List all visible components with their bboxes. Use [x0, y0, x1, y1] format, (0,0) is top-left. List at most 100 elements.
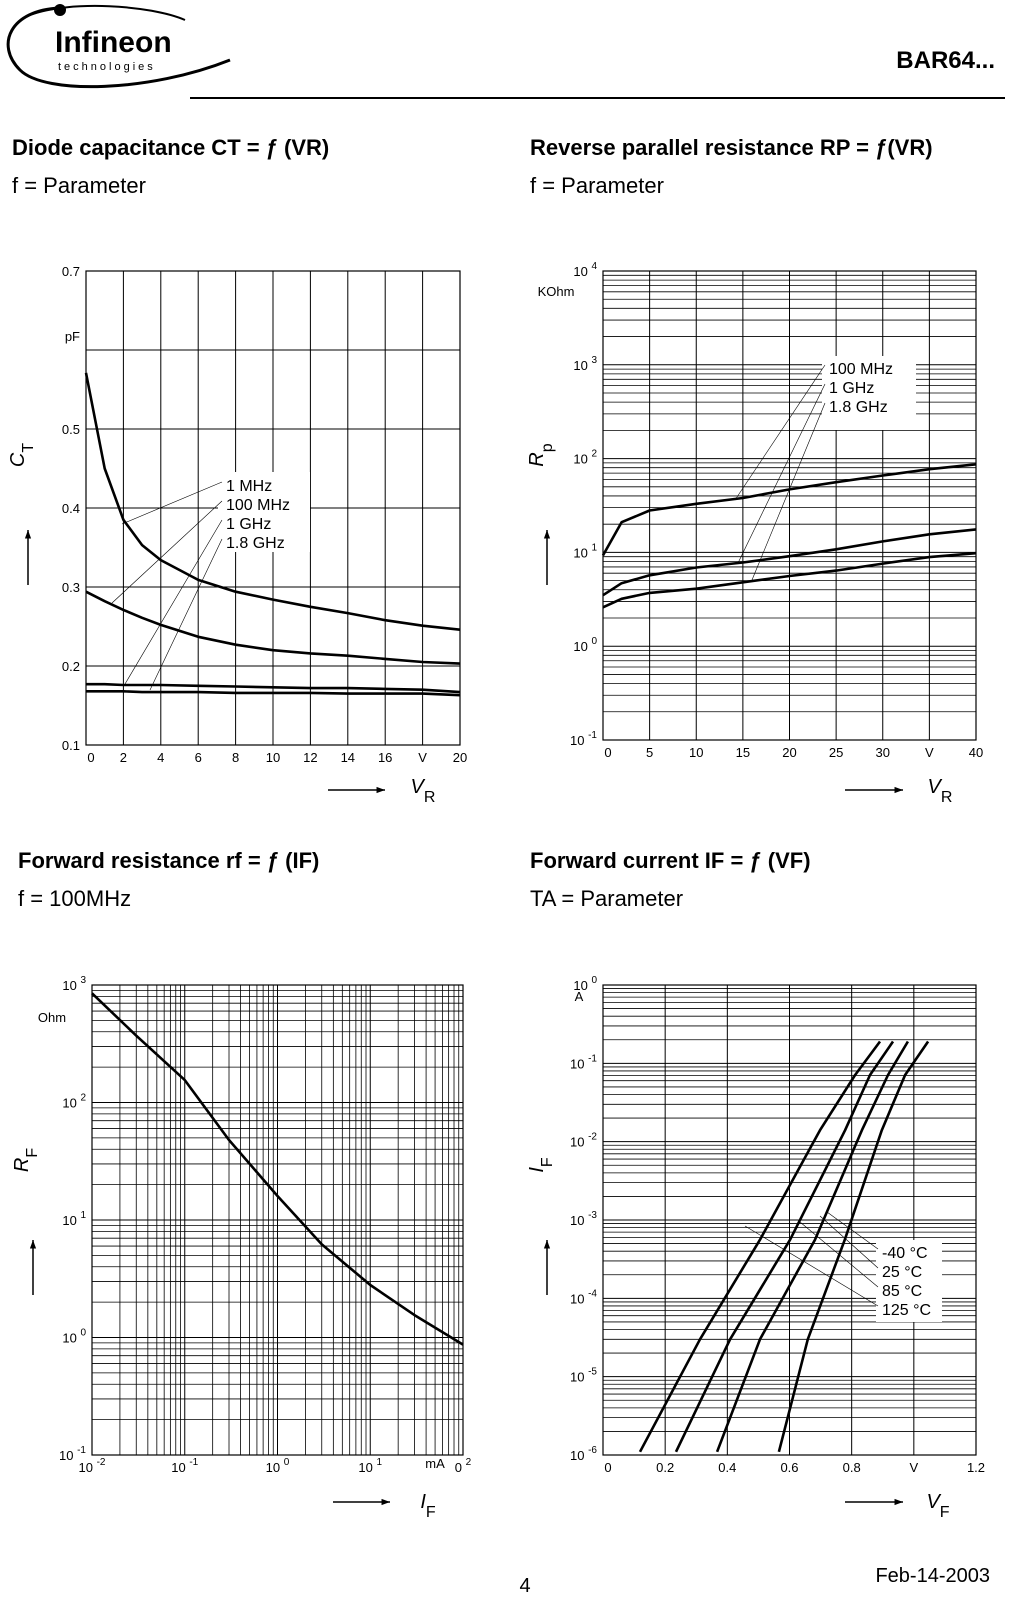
y-tick-label: 0.4: [62, 501, 80, 516]
series-line: [84, 372, 461, 631]
leader-line: [149, 538, 223, 691]
y-tick-label: 10 4: [573, 261, 597, 279]
y-tick-label: 10 -4: [570, 1288, 597, 1306]
y-tick-label: 0.3: [62, 580, 80, 595]
chart-subtitle: f = Parameter: [12, 173, 146, 198]
y-tick-label: 10 -1: [570, 730, 597, 748]
arrow-head: [543, 1240, 551, 1249]
arrow-head: [376, 786, 385, 794]
x-tick-label: 0.4: [718, 1460, 736, 1475]
legend-box: [218, 472, 310, 552]
x-tick-label: 16: [378, 750, 392, 765]
chart-title: Forward resistance rf = ƒ (IF): [18, 848, 319, 873]
series-line: [674, 1040, 895, 1453]
chart-subtitle: f = Parameter: [530, 173, 664, 198]
y-axis-label: IF: [526, 1157, 556, 1173]
x-tick-label: 0.6: [780, 1460, 798, 1475]
x-tick-label: 20: [782, 745, 796, 760]
series-line: [601, 463, 977, 557]
y-tick-label: 0.2: [62, 659, 80, 674]
x-tick-label: 15: [736, 745, 750, 760]
x-tick-label: 0: [604, 745, 611, 760]
part-number: BAR64...: [896, 47, 995, 74]
chart-title: Diode capacitance CT = ƒ (VR): [12, 135, 329, 160]
leader-line: [121, 481, 223, 525]
series-line: [715, 1040, 910, 1453]
series-line: [91, 992, 464, 1346]
x-tick-label: 10: [689, 745, 703, 760]
leader-line: [734, 364, 826, 501]
y-tick-label: 10 1: [573, 542, 597, 560]
arrow-head: [894, 1498, 903, 1506]
logo: Infineon technologies: [6, 4, 231, 89]
leader-line: [111, 500, 223, 604]
x-tick-label: 0.8: [843, 1460, 861, 1475]
x-tick-label: 12: [303, 750, 317, 765]
y-tick-label: 10 -3: [570, 1210, 597, 1228]
x-tick-label: 0: [87, 750, 94, 765]
y-tick-label: 10 3: [62, 975, 86, 993]
series-line: [85, 590, 461, 665]
x-tick-label: V: [909, 1460, 918, 1475]
legend-label: 25 °C: [882, 1264, 922, 1281]
series-line: [86, 690, 461, 697]
x-tick-label: 10 -1: [171, 1457, 198, 1475]
x-tick-label: 10: [266, 750, 280, 765]
x-tick-label: 20: [453, 750, 467, 765]
x-tick-label: V: [418, 750, 427, 765]
y-tick-label: 0.1: [62, 738, 80, 753]
x-tick-label: 1.2: [967, 1460, 985, 1475]
x-tick-label: 10 -2: [79, 1457, 106, 1475]
y-tick-label: 10 3: [573, 355, 597, 373]
x-axis-label: IF: [420, 1491, 436, 1521]
y-unit: Ohm: [38, 1010, 66, 1025]
logo-text: Infineon: [55, 26, 172, 59]
y-unit: A: [575, 989, 584, 1004]
leader-line: [819, 1215, 879, 1269]
arrow-head: [29, 1240, 37, 1249]
y-tick-label: 10 -5: [570, 1367, 597, 1385]
y-axis-label: CT: [7, 443, 37, 467]
legend-label: 1 GHz: [829, 380, 874, 397]
x-tick-label: 4: [157, 750, 164, 765]
y-tick-label: 0.7: [62, 264, 80, 279]
leader-line: [744, 1225, 879, 1307]
x-tick-label: 14: [341, 750, 355, 765]
leader-line: [751, 402, 826, 581]
x-tick-label: 30: [876, 745, 890, 760]
x-axis-label: VR: [928, 776, 953, 806]
logo-tagline: technologies: [58, 61, 156, 73]
legend-label: 1.8 GHz: [829, 399, 888, 416]
arrow-head: [24, 530, 32, 539]
chart-title: Forward current IF = ƒ (VF): [530, 848, 811, 873]
series-line: [638, 1040, 882, 1453]
leader-line: [737, 383, 826, 564]
chart-subtitle: f = 100MHz: [18, 886, 131, 911]
plot-frame: [602, 270, 977, 741]
y-tick-label: 10 -2: [570, 1132, 597, 1150]
plot-frame: [602, 984, 977, 1456]
series-line: [602, 551, 977, 609]
x-tick-label: 5: [646, 745, 653, 760]
legend-label: 100 MHz: [226, 497, 290, 514]
series-line: [86, 682, 461, 694]
y-tick-label: 10 0: [62, 1328, 86, 1346]
legend-box: [822, 356, 916, 430]
x-unit: mA: [425, 1456, 445, 1471]
legend-label: 125 °C: [882, 1302, 931, 1319]
legend-label: 85 °C: [882, 1283, 922, 1300]
x-tick-label: 10 1: [358, 1457, 382, 1475]
y-tick-label: 10 1: [62, 1210, 86, 1228]
y-tick-label: pF: [65, 329, 80, 344]
date: Feb-14-2003: [875, 1565, 990, 1587]
chart-subtitle: TA = Parameter: [530, 886, 683, 911]
x-tick-label: 40: [969, 745, 983, 760]
legend-label: 1.8 GHz: [226, 535, 285, 552]
y-axis-label: Rp: [526, 443, 556, 466]
x-tick-label: 0 2: [455, 1457, 472, 1475]
legend-label: 100 MHz: [829, 361, 893, 378]
legend-label: 1 MHz: [226, 478, 272, 495]
series-line: [602, 528, 977, 597]
y-unit: KOhm: [538, 284, 575, 299]
